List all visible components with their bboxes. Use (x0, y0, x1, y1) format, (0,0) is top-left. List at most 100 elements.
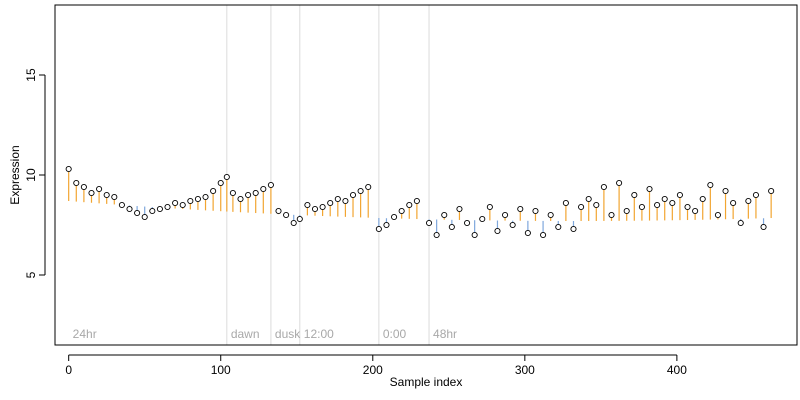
data-point (202, 193, 209, 201)
data-point (714, 211, 721, 219)
data-point (486, 203, 493, 211)
phase-label: 24hr (73, 327, 97, 341)
data-point (623, 207, 630, 215)
data-point (547, 211, 554, 219)
data-point (616, 179, 623, 187)
data-point (646, 185, 653, 193)
data-point (210, 187, 217, 195)
data-point (684, 203, 691, 211)
data-point (730, 199, 737, 207)
data-point (245, 191, 252, 199)
data-point (365, 183, 372, 191)
data-point (593, 201, 600, 209)
data-point (103, 191, 110, 199)
data-point (471, 231, 478, 239)
data-point (578, 203, 585, 211)
plot-frame (54, 4, 798, 346)
data-point (441, 211, 448, 219)
phase-labels: 24hr dawn dusk 12:00 0:00 48hr (73, 327, 457, 341)
data-point (692, 207, 699, 215)
data-point (631, 191, 638, 199)
data-point (524, 229, 531, 237)
data-point (164, 203, 171, 211)
data-point (433, 231, 440, 239)
data-point (413, 197, 420, 205)
data-point (275, 207, 282, 215)
data-point (661, 195, 668, 203)
y-tick-label: 15 (24, 68, 38, 82)
data-point (502, 211, 509, 219)
data-point (304, 201, 311, 209)
data-point (562, 199, 569, 207)
data-point (327, 199, 334, 207)
data-point (555, 223, 562, 231)
data-point (406, 201, 413, 209)
phase-label: 48hr (433, 327, 457, 341)
data-point (194, 195, 201, 203)
y-axis-title: Expression (8, 145, 22, 204)
data-point (88, 189, 95, 197)
data-point (707, 181, 714, 189)
data-point (187, 197, 194, 205)
data-point (96, 185, 103, 193)
data-point (267, 181, 274, 189)
x-tick-label: 400 (667, 363, 687, 377)
data-point (111, 193, 118, 201)
phase-label: 0:00 (383, 327, 407, 341)
data-point (532, 207, 539, 215)
x-tick-label: 100 (211, 363, 231, 377)
data-point (570, 225, 577, 233)
data-point (425, 219, 433, 227)
data-point (517, 205, 524, 213)
data-point (141, 213, 148, 221)
phase-lines (226, 5, 430, 345)
x-axis-title: Sample index (390, 375, 463, 389)
data-point (676, 191, 683, 199)
data-point (172, 199, 179, 207)
data-point (608, 211, 615, 219)
phase-label: 12:00 (304, 327, 334, 341)
x-tick-label: 300 (515, 363, 535, 377)
data-point (73, 179, 80, 187)
data-point (699, 195, 706, 203)
data-point (768, 187, 775, 195)
data-point (638, 203, 645, 211)
data-point (585, 195, 592, 203)
data-point (383, 221, 390, 229)
data-point (760, 223, 767, 231)
data-point (494, 227, 501, 235)
x-tick-label: 200 (363, 363, 383, 377)
data-point (456, 205, 463, 213)
data-point (252, 189, 259, 197)
x-axis: 0 100 200 300 400 (65, 354, 687, 377)
data-point (319, 203, 326, 211)
data-point (334, 195, 341, 203)
data-point (509, 221, 516, 229)
y-axis: 5 10 15 (24, 68, 46, 278)
data-point (260, 185, 267, 193)
data-point (398, 207, 405, 215)
data-point (540, 231, 547, 239)
data-point (149, 207, 156, 215)
data-point (737, 219, 744, 227)
data-point (342, 197, 349, 205)
y-tick-label: 10 (24, 168, 38, 182)
data-point (464, 219, 471, 227)
phase-label: dawn (231, 327, 260, 341)
data-point (752, 191, 759, 199)
data-point (217, 179, 224, 187)
data-point (126, 205, 133, 213)
data-point (156, 205, 163, 213)
y-tick-label: 5 (24, 271, 38, 278)
data-point (448, 223, 455, 231)
data-point (600, 183, 607, 191)
data-point (479, 215, 486, 223)
data-point (349, 191, 357, 199)
phase-label: dusk (275, 327, 301, 341)
data-point (375, 225, 382, 233)
data-point (80, 183, 87, 191)
data-point (745, 197, 752, 205)
data-point (296, 215, 303, 223)
data-point (134, 209, 141, 217)
